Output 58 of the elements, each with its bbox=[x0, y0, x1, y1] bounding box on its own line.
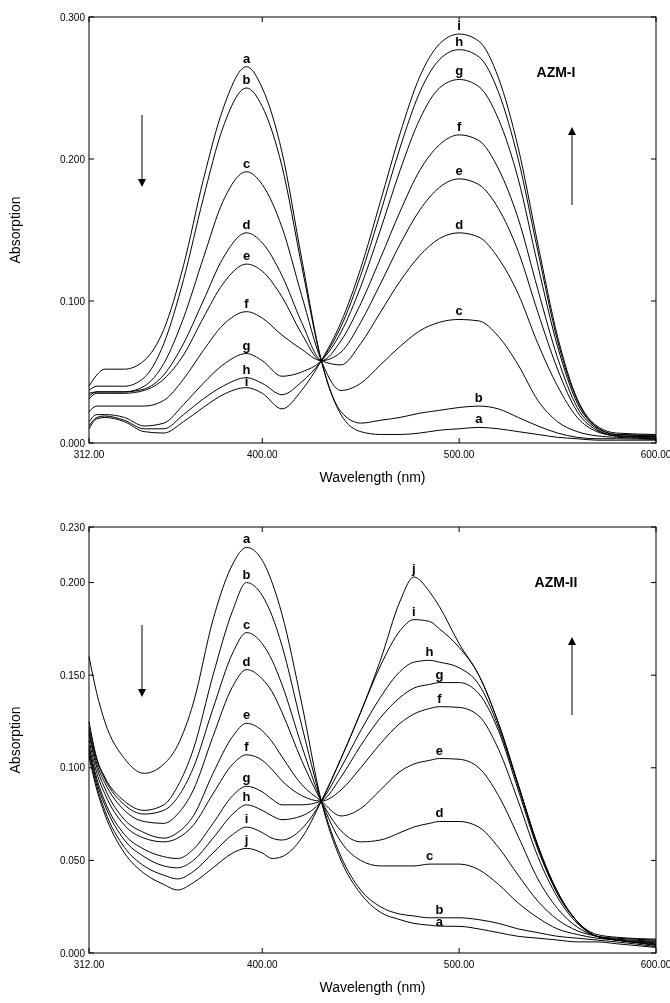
text: a bbox=[242, 50, 251, 66]
x-tick-label: 600.00 bbox=[640, 449, 670, 460]
text: g bbox=[242, 337, 251, 353]
text: d bbox=[242, 653, 251, 669]
text: i bbox=[457, 18, 461, 34]
text: f bbox=[244, 738, 249, 754]
text: c bbox=[242, 616, 251, 632]
series-label: g bbox=[435, 666, 444, 682]
text: d bbox=[242, 216, 251, 232]
series-label: f bbox=[456, 118, 462, 134]
annotation: AZM-II bbox=[534, 574, 578, 590]
text: b bbox=[242, 566, 251, 582]
series-label: h bbox=[425, 644, 434, 660]
x-tick-label: 400.00 bbox=[246, 959, 278, 970]
series-label: d bbox=[455, 216, 464, 232]
series-label: d bbox=[435, 805, 444, 821]
x-tick-label: 600.00 bbox=[640, 959, 670, 970]
y-tick-label: 0.150 bbox=[59, 669, 86, 681]
text: e bbox=[242, 707, 251, 723]
text: g bbox=[242, 770, 251, 786]
legend-label: a bbox=[242, 531, 251, 547]
x-tick-label: 500.00 bbox=[443, 449, 475, 460]
x-axis-title: Wavelength (nm) bbox=[319, 979, 426, 995]
y-tick-label: 0.100 bbox=[59, 295, 86, 307]
y-tick-label: 0.000 bbox=[59, 947, 86, 959]
annotation: AZM-I bbox=[536, 64, 576, 80]
x-tick-label: 312.00 bbox=[73, 449, 105, 460]
x-tick-label: 312.00 bbox=[73, 959, 105, 970]
text: h bbox=[242, 788, 251, 804]
text: j bbox=[412, 561, 416, 577]
y-axis-title: Absorption bbox=[7, 196, 23, 264]
series-label: j bbox=[243, 832, 249, 848]
series-label: a bbox=[475, 411, 484, 427]
text: f bbox=[244, 295, 249, 311]
text: e bbox=[455, 162, 463, 178]
text: c bbox=[242, 155, 251, 171]
y-tick-label: 0.000 bbox=[59, 437, 86, 449]
y-tick-label: 0.200 bbox=[59, 153, 86, 165]
y-tick-label: 0.230 bbox=[59, 521, 86, 533]
y-axis-title: Absorption bbox=[7, 706, 23, 774]
series-label: i bbox=[412, 603, 416, 619]
text: b bbox=[242, 72, 251, 87]
text: i bbox=[244, 811, 249, 827]
legend-label: h bbox=[455, 33, 464, 49]
x-axis-title: Wavelength (nm) bbox=[319, 469, 426, 485]
series-label: f bbox=[437, 690, 443, 706]
x-tick-label: 400.00 bbox=[246, 449, 278, 460]
series-label: b bbox=[474, 390, 483, 406]
y-tick-label: 0.300 bbox=[59, 11, 86, 23]
x-tick-label: 500.00 bbox=[443, 959, 475, 970]
series-label: e bbox=[435, 742, 444, 758]
series-label: c bbox=[455, 303, 463, 319]
y-tick-label: 0.200 bbox=[59, 577, 86, 589]
y-tick-label: 0.050 bbox=[59, 854, 86, 866]
y-tick-label: 0.100 bbox=[59, 762, 86, 774]
series-label: c bbox=[425, 848, 434, 864]
series-label: g bbox=[455, 63, 464, 79]
series-label: e bbox=[242, 248, 251, 264]
